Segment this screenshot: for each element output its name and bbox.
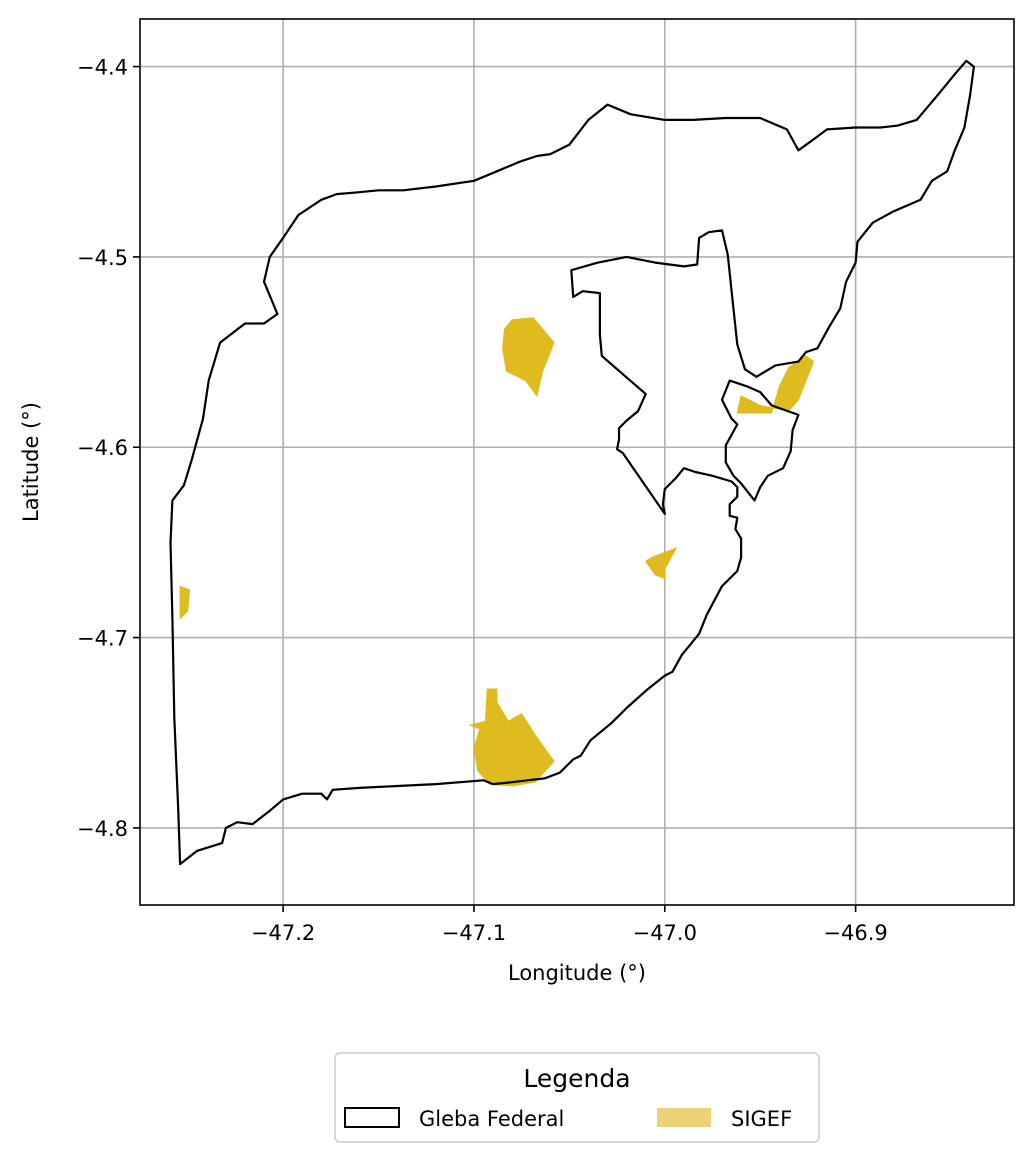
y-axis-ticks: −4.4 −4.5 −4.6 −4.7 −4.8 (77, 56, 140, 841)
x-tick-label: −47.0 (633, 921, 697, 945)
legend-swatch-gleba-federal (344, 1107, 400, 1128)
legend-label-gleba-federal: Gleba Federal (419, 1107, 564, 1131)
legend-swatch-sigef (657, 1108, 711, 1127)
sigef-parcel-4 (468, 688, 555, 787)
x-tick-label: −46.9 (823, 921, 887, 945)
sigef-layer (179, 317, 815, 787)
x-tick-label: −47.2 (251, 921, 315, 945)
sigef-parcel-2 (179, 585, 191, 620)
x-axis-label: Longitude (°) (508, 961, 646, 985)
legend: Legenda Gleba Federal SIGEF (334, 1052, 820, 1143)
y-tick-label: −4.5 (77, 246, 128, 270)
sigef-parcel-3 (644, 547, 678, 580)
gleba-federal-layer (169, 59, 976, 866)
plot-frame (139, 18, 1015, 906)
x-axis-ticks: −47.2 −47.1 −47.0 −46.9 (251, 905, 888, 945)
sigef-parcel-5 (736, 355, 815, 414)
y-tick-label: −4.7 (77, 627, 128, 651)
gridlines (140, 19, 1014, 905)
legend-label-sigef: SIGEF (731, 1107, 792, 1131)
sigef-parcel-1 (502, 317, 555, 398)
gleba-federal-inner-boundary (720, 379, 800, 502)
y-tick-label: −4.4 (77, 56, 128, 80)
legend-title: Legenda (523, 1064, 630, 1093)
gleba-federal-boundary (169, 59, 976, 866)
y-tick-label: −4.8 (77, 817, 128, 841)
y-tick-label: −4.6 (77, 436, 128, 460)
y-axis-label: Latitude (°) (19, 402, 43, 522)
x-tick-label: −47.1 (442, 921, 506, 945)
